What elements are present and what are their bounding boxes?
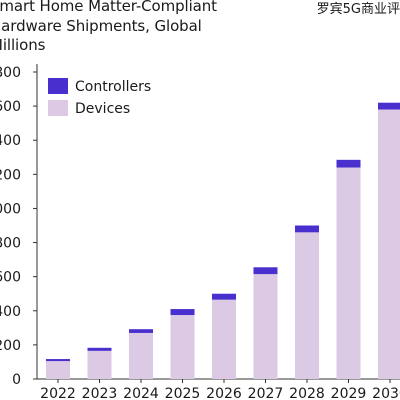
x-tick-label: 2026 — [206, 386, 242, 400]
legend-label-controllers: Controllers — [75, 79, 151, 95]
title-line-3: Millions — [0, 36, 46, 54]
x-tick-label: 2027 — [248, 386, 284, 400]
bar-controllers-2027 — [253, 267, 278, 275]
bar-controllers-2026 — [212, 293, 236, 300]
bar-devices-2024 — [129, 332, 153, 379]
bar-controllers-2029 — [336, 159, 361, 168]
bar-controllers-2025 — [170, 309, 195, 316]
x-tick-label: 2025 — [165, 386, 201, 400]
x-tick-label: 2022 — [40, 386, 76, 400]
bar-controllers-2024 — [129, 329, 153, 333]
chart-title: Smart Home Matter-Compliant Hardware Shi… — [0, 0, 217, 56]
bar-controllers-2022 — [46, 359, 70, 362]
x-tick-label: 2023 — [82, 386, 118, 400]
x-tick-label: 2030 — [372, 386, 400, 400]
bar-devices-2028 — [295, 232, 319, 379]
y-tick-label: 200 — [0, 338, 21, 354]
bar-devices-2023 — [87, 350, 112, 379]
y-tick-label: 0 — [12, 372, 21, 388]
y-tick-label: 400 — [0, 304, 21, 320]
bar-devices-2026 — [212, 299, 236, 379]
y-tick-label: 1600 — [0, 99, 21, 115]
title-line-1: Smart Home Matter-Compliant — [0, 0, 217, 15]
bar-devices-2025 — [170, 315, 195, 379]
y-tick-label: 800 — [0, 236, 21, 252]
title-line-2: Hardware Shipments, Global — [0, 16, 202, 35]
legend-swatch-devices — [48, 100, 68, 116]
y-tick-label: 1200 — [0, 167, 21, 183]
y-tick-label: 1800 — [0, 65, 21, 81]
bar-devices-2027 — [253, 274, 278, 379]
bar-controllers-2030 — [378, 102, 400, 110]
legend-label-devices: Devices — [75, 101, 130, 117]
legend-swatch-controllers — [48, 78, 68, 94]
bar-controllers-2023 — [87, 347, 112, 351]
bar-devices-2030 — [378, 109, 400, 380]
x-tick-label: 2024 — [123, 386, 159, 400]
y-tick-label: 600 — [0, 270, 21, 286]
y-tick-label: 1400 — [0, 133, 21, 149]
x-tick-label: 2029 — [331, 386, 367, 400]
bar-devices-2029 — [336, 167, 361, 379]
source-watermark: 罗宾5G商业评 — [316, 2, 400, 17]
bar-controllers-2028 — [295, 225, 319, 233]
x-tick-label: 2028 — [289, 386, 325, 400]
bar-devices-2022 — [46, 361, 70, 379]
y-tick-label: 1000 — [0, 201, 21, 217]
